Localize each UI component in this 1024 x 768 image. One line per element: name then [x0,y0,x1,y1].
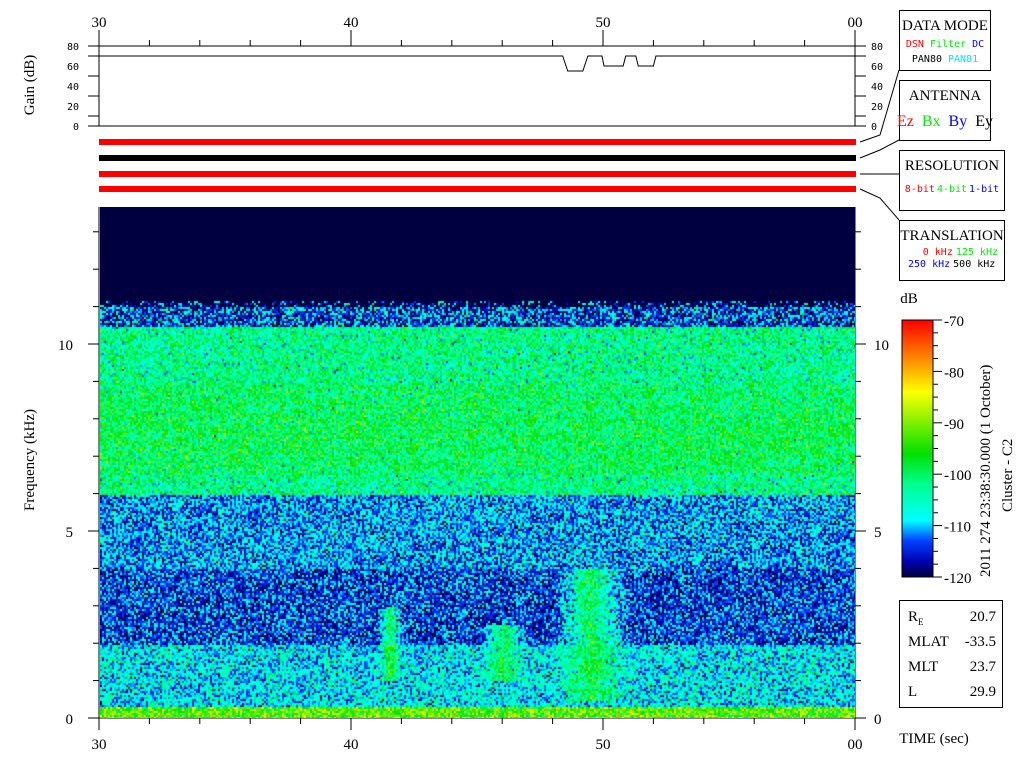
info-label: MLAT [908,630,949,655]
translation-box: TRANSLATION 0 kHz 125 kHz 250 kHz 500 kHz [899,220,1005,281]
info-label-text: R [908,609,919,625]
gain-tick-label-right: 40 [871,82,883,93]
gain-tick-label-right: 20 [871,102,883,113]
info-row: L 29.9 [908,680,996,705]
time-tick-label: 40 [344,737,359,753]
timestamp-caption: 2011 274 23:38:30.000 (1 October) [978,364,994,577]
data-mode-box: DATA MODE DSN Filter DC PAN80 PAN81 [899,10,991,71]
colorbar-tick-label: -80 [944,365,964,381]
legend-item-500-khz: 500 kHz [953,259,996,270]
antenna-connector [859,139,900,159]
freq-tick-label: 0 [66,712,74,728]
freq-tick-label: 10 [58,338,73,354]
legend-item-125-khz: 125 kHz [955,247,998,258]
legend-item-8-bit: 8-bit [904,184,935,195]
data-mode-title: DATA MODE [902,18,988,34]
spacecraft-caption: Cluster - C2 [1000,438,1016,512]
gain-tick-label: 20 [67,102,79,113]
colorbar-tick-label: -90 [944,417,964,433]
time-tick-label: 50 [596,737,611,753]
gain-tick-label: 80 [67,42,79,53]
info-label-subscript: E [918,617,924,627]
translation-title: TRANSLATION [900,228,1004,244]
status-bar [99,155,856,161]
colorbar-tick-label: -110 [944,520,971,536]
legend-item-0-khz: 0 kHz [922,247,953,258]
time-tick-label-top: 00 [848,15,863,31]
antenna-box: ANTENNA Ez Bx By Ey [897,80,993,141]
orbit-info-box: RE 20.7 MLAT -33.5 MLT 23.7 L 29.9 [899,600,1003,708]
info-value: -33.5 [964,634,996,650]
status-bar [99,186,856,192]
info-row: RE 20.7 [908,605,996,630]
info-label-text: MLAT [908,634,949,650]
freq-tick-label-right: 5 [874,525,882,541]
info-row: MLT 23.7 [908,655,996,680]
legend-item-pan81: PAN81 [948,54,979,65]
time-tick-label-top: 50 [596,15,611,31]
time-tick-label-top: 40 [344,15,359,31]
legend-item-filter: Filter [929,39,967,50]
resolution-box: RESOLUTION 8-bit 4-bit 1-bit [899,150,1005,211]
info-label-text: MLT [908,659,939,675]
info-label-text: L [908,684,918,700]
resolution-title: RESOLUTION [904,158,1000,174]
legend-item-ey: Ey [975,113,993,130]
info-label: L [908,680,917,705]
status-bar [99,139,856,145]
spectrogram-heatmap [100,207,855,718]
legend-item-bx: Bx [921,113,941,130]
colorbar-tick-label: -120 [944,571,972,587]
info-row: MLAT -33.5 [908,630,996,655]
gain-tick-label: 40 [67,82,79,93]
time-tick-label: 30 [92,737,107,753]
freq-axis-label: Frequency (kHz) [22,409,38,511]
time-axis-label: TIME (sec) [899,731,969,747]
legend-item-dc: DC [972,39,985,50]
info-label: MLT [908,655,938,680]
gain-tick-label: 0 [73,122,79,133]
gain-tick-label-right: 80 [871,42,883,53]
colorbar-tick-label: -70 [944,314,964,330]
status-bar [99,171,856,177]
data-mode-connector [859,69,900,143]
antenna-title: ANTENNA [908,88,982,104]
gain-tick-label: 60 [67,62,79,73]
gain-trace [99,55,855,72]
info-value: 29.9 [969,684,996,700]
colorbar-tick-label: -100 [944,468,972,484]
colorbar [901,319,934,578]
freq-tick-label-right: 0 [874,712,882,728]
legend-item-ez: Ez [897,113,914,130]
gain-tick-label-right: 0 [871,122,877,133]
info-value: 23.7 [969,659,996,675]
colorbar-unit-label: dB [900,291,918,307]
legend-item-pan80: PAN80 [911,54,942,65]
freq-tick-label: 5 [66,525,74,541]
legend-item-dsn: DSN [905,39,924,50]
legend-item-250-khz: 250 kHz [908,259,951,270]
legend-item-by: By [948,113,968,130]
legend-item-1-bit: 1-bit [969,184,1000,195]
time-tick-label: 00 [848,737,863,753]
translation-connector [859,188,900,221]
time-tick-label-top: 30 [92,15,107,31]
info-value: 20.7 [969,609,996,625]
legend-item-4-bit: 4-bit [936,184,968,195]
gain-axis-label: Gain (dB) [22,55,38,115]
freq-tick-label-right: 10 [874,338,889,354]
info-label: RE [908,605,924,630]
gain-tick-label-right: 60 [871,62,883,73]
